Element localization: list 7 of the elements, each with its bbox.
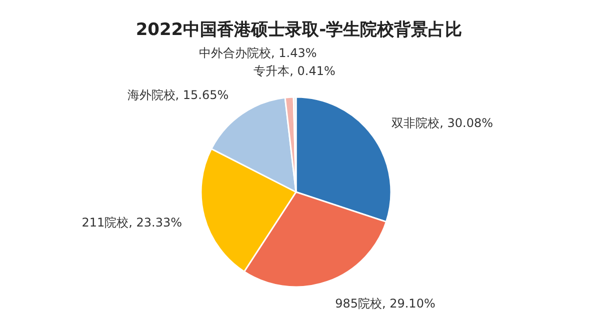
slice-label: 专升本, 0.41% — [254, 64, 336, 78]
chart-title: 2022中国香港硕士录取-学生院校背景占比 — [136, 20, 462, 40]
slice-label: 海外院校, 15.65% — [127, 88, 229, 102]
slice-label: 985院校, 29.10% — [335, 296, 436, 310]
slice-label: 中外合办院校, 1.43% — [199, 46, 317, 60]
slice-label: 双非院校, 30.08% — [392, 116, 494, 130]
slice-label: 211院校, 23.33% — [82, 215, 182, 230]
